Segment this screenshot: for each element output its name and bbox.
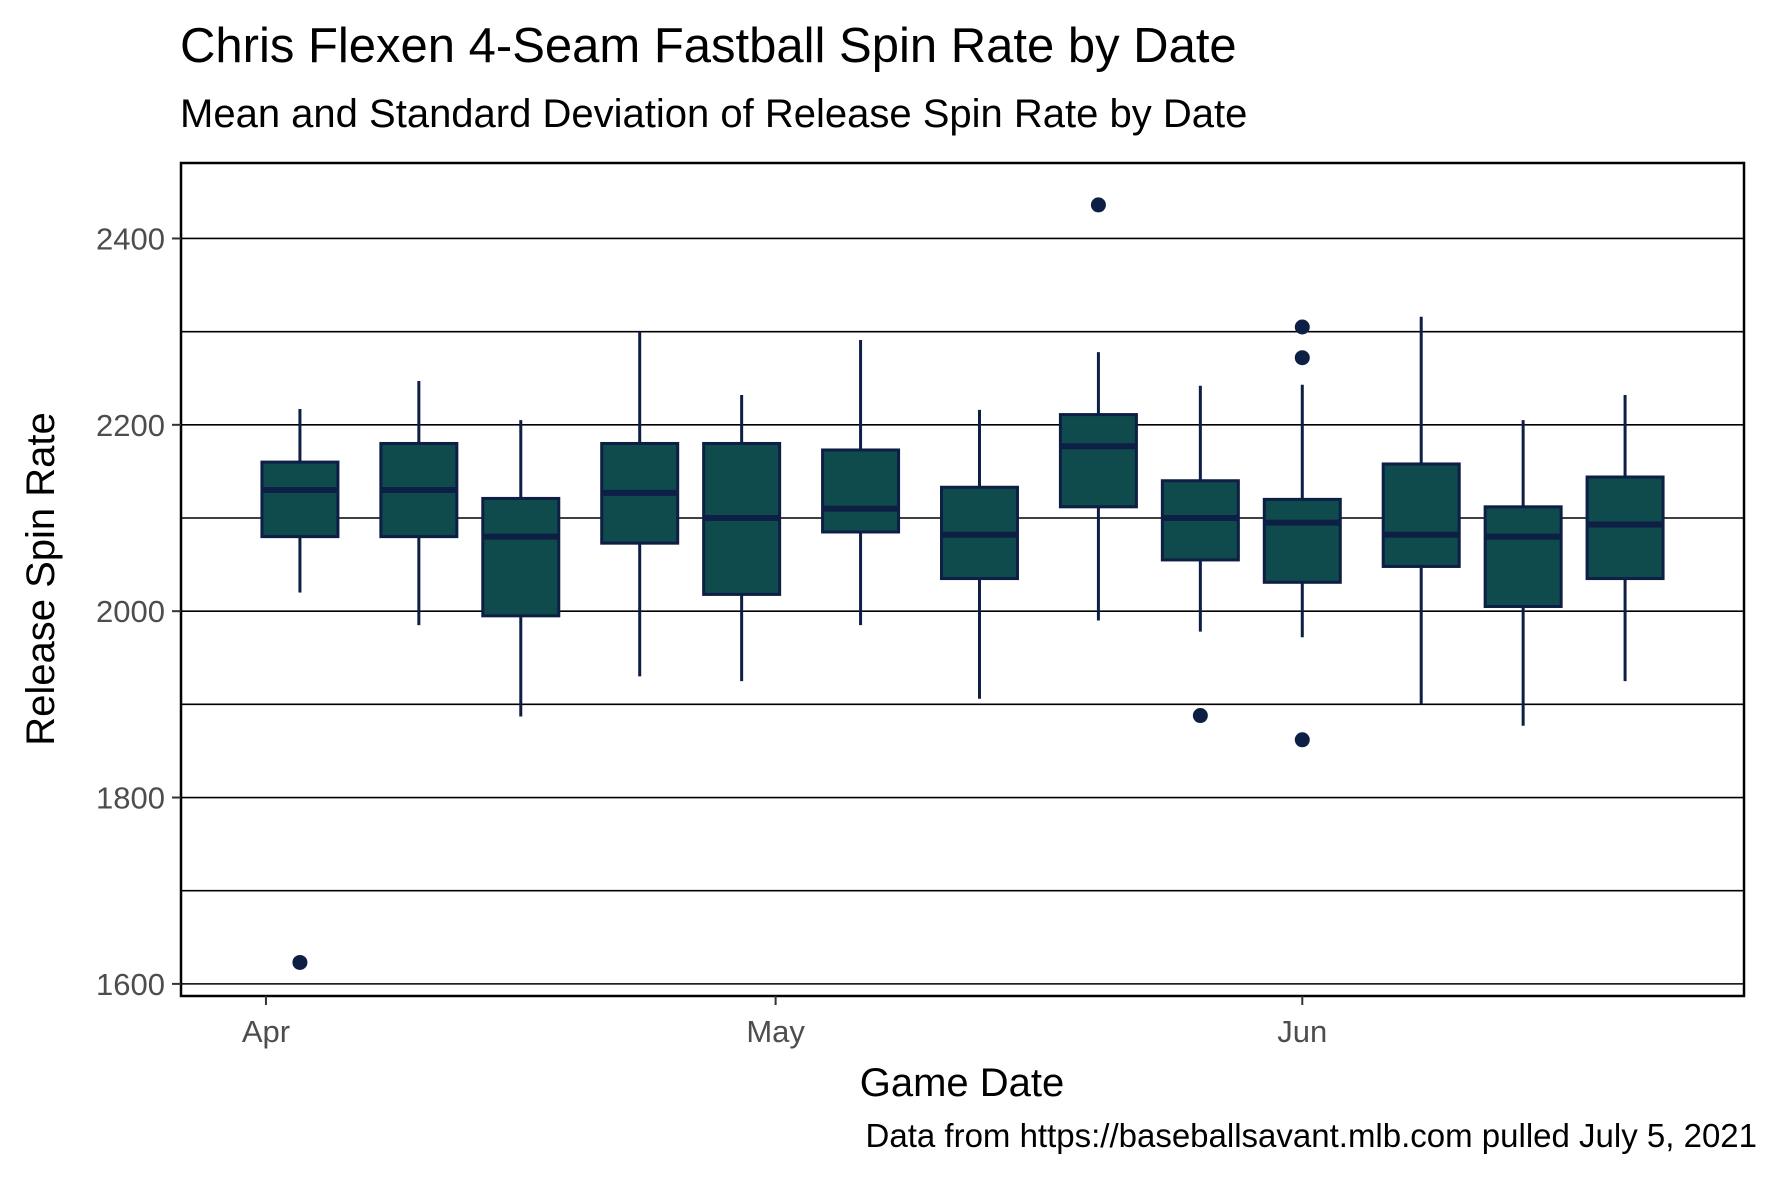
box-2021-04-03 [260,408,340,970]
box-2021-04-29 [702,395,782,682]
chart-subtitle: Mean and Standard Deviation of Release S… [180,92,1248,136]
box-2021-04-16 [481,420,561,717]
box-2021-05-20 [1058,197,1138,621]
box-2021-05-13 [939,409,1019,699]
y-axis-title: Release Spin Rate [19,412,63,746]
box-2021-06-01 [1262,319,1342,748]
x-axis-title: Game Date [860,1061,1065,1105]
x-tick-label-apr: Apr [242,1014,290,1049]
axes: 1600 1800 2000 2200 2400 Apr May Jun [96,221,1327,1049]
y-tick-label-2000: 2000 [96,594,165,629]
box-series [260,197,1665,970]
x-tick-label-may: May [746,1014,805,1049]
panel-border [179,161,1746,998]
outlier-point [1294,319,1310,335]
box-2021-05-26 [1160,385,1240,724]
outlier-point [292,954,308,970]
box-2021-04-23 [600,331,680,677]
box-2021-05-06 [821,340,901,626]
outlier-point [1192,708,1208,724]
y-tick-label-2200: 2200 [96,408,165,443]
iqr-box [1381,462,1461,568]
y-tick-label-2400: 2400 [96,221,165,256]
box-2021-06-14 [1483,420,1563,726]
box-2021-06-20 [1585,395,1665,682]
x-tick-label-jun: Jun [1277,1014,1327,1049]
y-tick-label-1600: 1600 [96,967,165,1002]
outlier-point [1294,732,1310,748]
chart-title: Chris Flexen 4-Seam Fastball Spin Rate b… [180,19,1237,73]
gridlines [181,237,1744,985]
box-2021-04-10 [379,381,459,626]
outlier-point [1090,197,1106,213]
y-tick-label-1800: 1800 [96,781,165,816]
iqr-box [260,460,340,539]
iqr-box [481,496,561,618]
iqr-box [1262,497,1342,584]
iqr-box [1483,505,1563,609]
box-2021-06-08 [1381,316,1461,705]
outlier-point [1294,350,1310,366]
caption: Data from https://baseballsavant.mlb.com… [865,1117,1757,1154]
iqr-box [1585,475,1665,581]
iqr-box [821,448,901,534]
iqr-box [1058,413,1138,509]
